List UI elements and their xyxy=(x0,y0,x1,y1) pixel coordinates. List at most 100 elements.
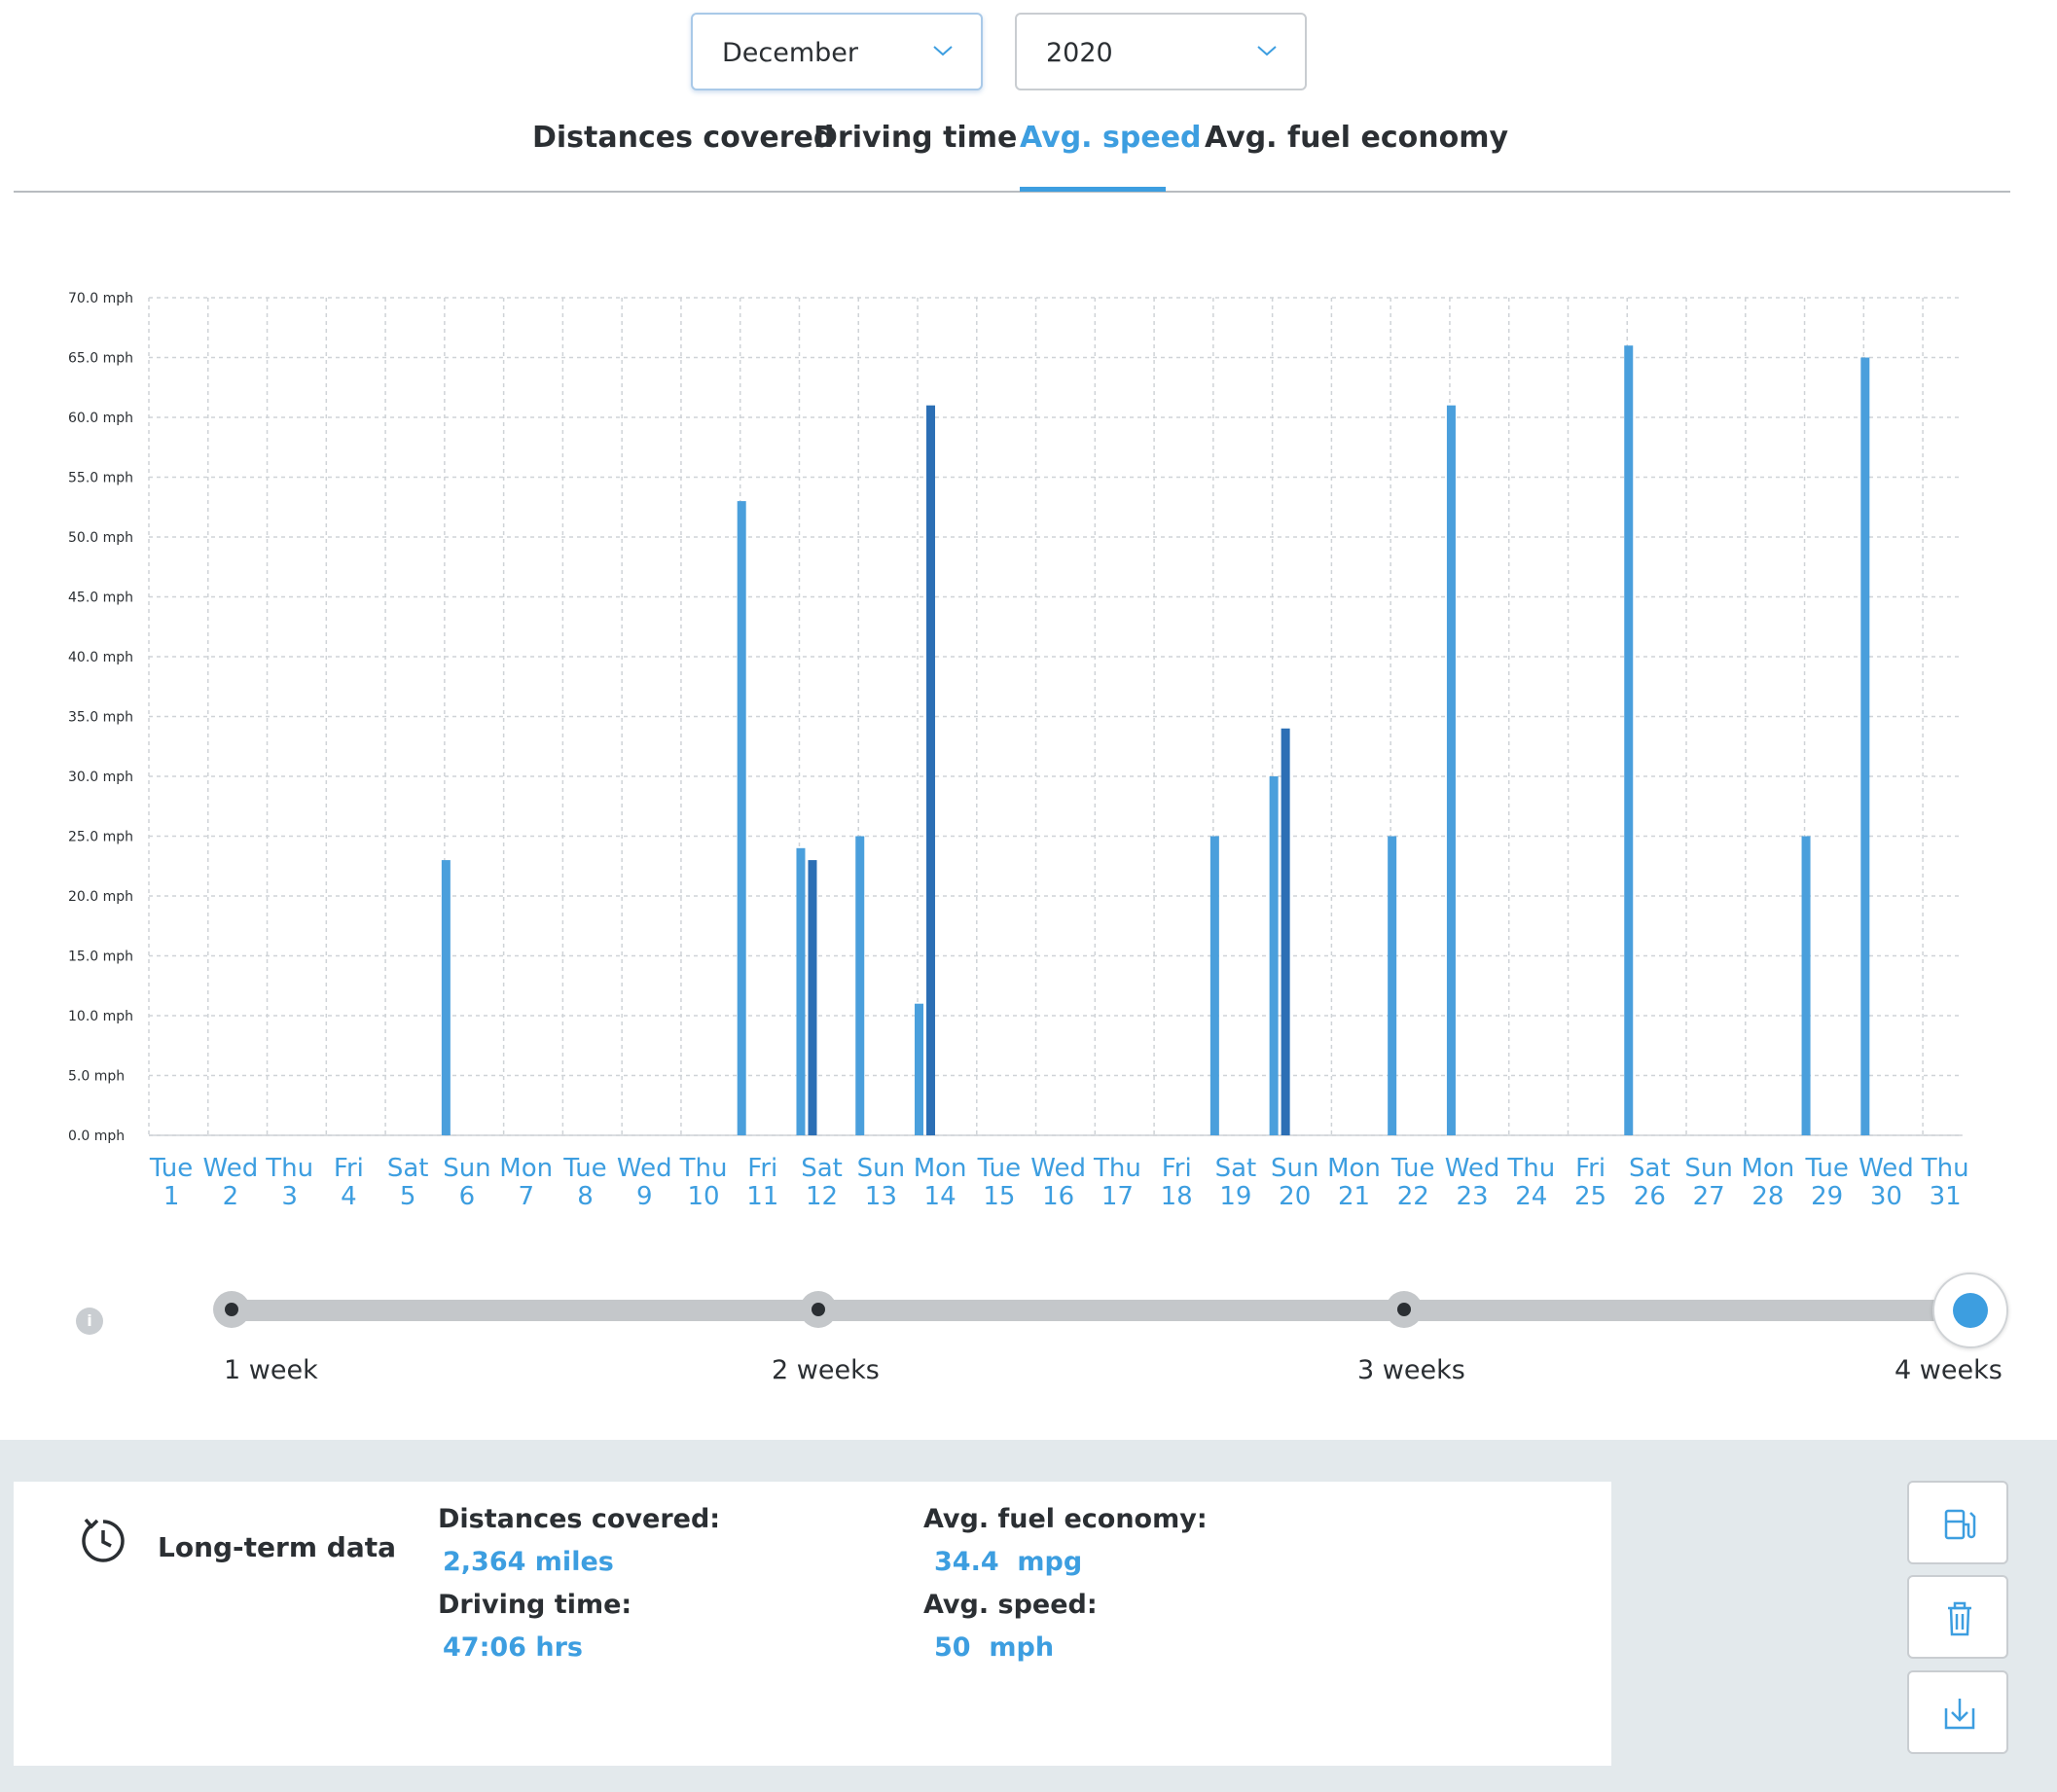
x-tick-day: Fri xyxy=(1162,1154,1192,1183)
bar-day-6-trip-1[interactable] xyxy=(441,860,451,1135)
delete-button[interactable] xyxy=(1907,1575,2008,1659)
x-tick-date: 17 xyxy=(1101,1182,1134,1211)
slider-handle-4-weeks[interactable] xyxy=(1932,1272,2008,1348)
x-tick-date: 5 xyxy=(400,1182,416,1211)
y-tick-label: 70.0 mph xyxy=(68,291,133,306)
driving-time-label: Driving time: xyxy=(438,1590,632,1620)
bar-day-22-trip-1[interactable] xyxy=(1388,836,1397,1136)
bar-day-12-trip-1[interactable] xyxy=(796,847,806,1135)
x-tick-date: 13 xyxy=(865,1182,897,1211)
x-tick-day: Tue xyxy=(1804,1154,1848,1183)
slider-label-4-weeks: 4 weeks xyxy=(1895,1355,2003,1385)
x-tick-day: Mon xyxy=(499,1154,553,1183)
download-icon xyxy=(1944,1699,1975,1730)
x-tick-date: 6 xyxy=(459,1182,476,1211)
x-tick-day: Wed xyxy=(617,1154,672,1183)
x-tick-day: Sun xyxy=(857,1154,905,1183)
x-tick-day: Thu xyxy=(265,1154,313,1183)
x-tick-date: 10 xyxy=(687,1182,719,1211)
x-tick-day: Thu xyxy=(679,1154,728,1183)
y-tick-label: 35.0 mph xyxy=(68,710,133,726)
tab-distances-covered[interactable]: Distances covered xyxy=(532,121,835,155)
y-axis-ticks: 0.0 mph 5.0 mph 10.0 mph 15.0 mph 20.0 mph 25… xyxy=(68,291,133,1144)
bar-day-13-trip-1[interactable] xyxy=(855,836,865,1136)
x-tick-date: 14 xyxy=(924,1182,956,1211)
chart-grid xyxy=(148,297,1963,1136)
info-icon[interactable]: i xyxy=(76,1308,103,1335)
bar-day-11-trip-1[interactable] xyxy=(737,501,746,1135)
x-tick-date: 19 xyxy=(1219,1182,1251,1211)
x-tick-day: Mon xyxy=(914,1154,967,1183)
x-tick-day: Sat xyxy=(801,1154,843,1183)
y-tick-label: 15.0 mph xyxy=(68,950,133,965)
x-tick-day: Sun xyxy=(1271,1154,1318,1183)
y-tick-label: 45.0 mph xyxy=(68,591,133,606)
x-tick-day: Thu xyxy=(1506,1154,1555,1183)
bar-day-12-trip-2[interactable] xyxy=(808,860,817,1135)
chevron-down-icon xyxy=(1257,46,1277,56)
year-select-value: 2020 xyxy=(1046,38,1113,68)
x-tick-date: 30 xyxy=(1870,1182,1902,1211)
x-tick-date: 7 xyxy=(518,1182,534,1211)
x-tick-date: 21 xyxy=(1338,1182,1370,1211)
avg-fuel-economy-value: 34.4 mpg xyxy=(934,1547,1083,1577)
bar-day-30-trip-1[interactable] xyxy=(1860,357,1870,1136)
x-tick-date: 22 xyxy=(1397,1182,1429,1211)
x-tick-day: Sat xyxy=(1629,1154,1671,1183)
slider-stop-1-week[interactable] xyxy=(213,1291,250,1328)
x-tick-day: Wed xyxy=(1859,1154,1914,1183)
x-tick-date: 11 xyxy=(746,1182,778,1211)
tab-avg-speed[interactable]: Avg. speed xyxy=(1020,121,1202,155)
month-select[interactable]: December xyxy=(691,13,983,90)
y-tick-label: 10.0 mph xyxy=(68,1009,133,1024)
year-select[interactable]: 2020 xyxy=(1015,13,1307,90)
slider-label-2-weeks: 2 weeks xyxy=(772,1355,880,1385)
driving-time-value: 47:06 hrs xyxy=(443,1632,583,1663)
bar-day-14-trip-2[interactable] xyxy=(926,405,936,1135)
x-tick-date: 8 xyxy=(577,1182,594,1211)
x-tick-date: 23 xyxy=(1456,1182,1488,1211)
x-tick-date: 20 xyxy=(1279,1182,1311,1211)
bar-day-23-trip-1[interactable] xyxy=(1446,405,1456,1135)
x-tick-date: 28 xyxy=(1751,1182,1784,1211)
x-tick-day: Sat xyxy=(387,1154,429,1183)
fuel-pump-icon xyxy=(1944,1509,1976,1540)
x-tick-date: 25 xyxy=(1574,1182,1606,1211)
fuel-button[interactable] xyxy=(1907,1481,2008,1564)
x-tick-day: Tue xyxy=(1390,1154,1434,1183)
tab-avg-fuel-economy[interactable]: Avg. fuel economy xyxy=(1205,121,1509,155)
trash-icon xyxy=(1948,1601,1971,1636)
range-slider-track[interactable] xyxy=(230,1300,1969,1321)
x-tick-date: 29 xyxy=(1811,1182,1843,1211)
bar-day-20-trip-1[interactable] xyxy=(1269,776,1279,1135)
bar-day-29-trip-1[interactable] xyxy=(1801,836,1811,1136)
tab-driving-time[interactable]: Driving time xyxy=(813,121,1018,155)
bar-day-14-trip-1[interactable] xyxy=(915,1003,924,1135)
y-tick-label: 0.0 mph xyxy=(68,1129,125,1144)
x-tick-day: Sun xyxy=(1684,1154,1732,1183)
download-button[interactable] xyxy=(1907,1670,2008,1754)
x-tick-day: Tue xyxy=(149,1154,193,1183)
x-tick-day: Mon xyxy=(1327,1154,1381,1183)
y-tick-label: 65.0 mph xyxy=(68,351,133,367)
y-tick-label: 55.0 mph xyxy=(68,471,133,486)
x-tick-day: Mon xyxy=(1741,1154,1794,1183)
distances-covered-value: 2,364 miles xyxy=(443,1547,614,1577)
x-tick-day: Sun xyxy=(443,1154,490,1183)
x-tick-date: 9 xyxy=(636,1182,653,1211)
bar-day-19-trip-1[interactable] xyxy=(1209,836,1219,1136)
y-tick-label: 5.0 mph xyxy=(68,1069,125,1085)
x-tick-date: 31 xyxy=(1930,1182,1962,1211)
slider-stop-3-weeks[interactable] xyxy=(1386,1291,1423,1328)
x-tick-date: 16 xyxy=(1042,1182,1074,1211)
x-axis-ticks: Tue1Wed2Thu3Fri4Sat5Sun6Mon7Tue8Wed9Thu1… xyxy=(149,1154,1969,1211)
slider-stop-2-weeks[interactable] xyxy=(800,1291,837,1328)
y-tick-label: 50.0 mph xyxy=(68,530,133,546)
tabs-divider xyxy=(14,191,2010,193)
bar-day-20-trip-2[interactable] xyxy=(1281,728,1290,1135)
avg-speed-label: Avg. speed: xyxy=(923,1590,1098,1620)
bar-day-26-trip-1[interactable] xyxy=(1624,345,1634,1135)
x-tick-date: 4 xyxy=(341,1182,357,1211)
slider-label-1-week: 1 week xyxy=(224,1355,318,1385)
